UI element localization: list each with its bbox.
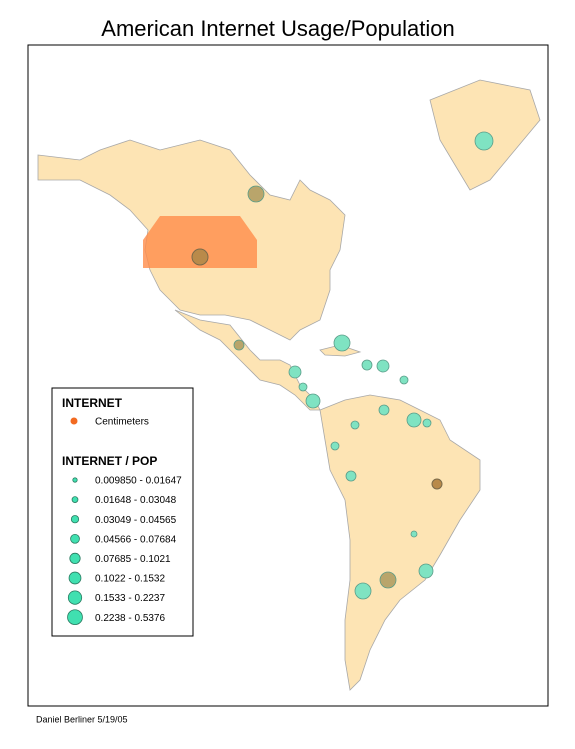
legend-swatch (71, 496, 79, 503)
symbol (354, 582, 372, 600)
symbol (191, 248, 209, 266)
legend-label: 0.03049 - 0.04565 (95, 515, 177, 526)
legend-label: 0.01648 - 0.03048 (95, 495, 177, 506)
legend-label: 0.1022 - 0.1532 (95, 574, 165, 585)
symbol (350, 420, 360, 430)
legend-label: 0.1533 - 0.2237 (95, 593, 165, 604)
highlight-region (143, 216, 257, 268)
symbol (406, 412, 422, 428)
legend-swatch (70, 533, 80, 544)
symbol (333, 334, 351, 352)
symbol (330, 441, 340, 451)
map-symbols (191, 131, 494, 600)
symbol (474, 131, 494, 151)
symbol (410, 530, 418, 538)
legend-swatch (69, 552, 81, 565)
symbol (422, 418, 432, 428)
legend-label: 0.07685 - 0.1021 (95, 554, 171, 565)
symbol (247, 185, 265, 203)
symbol (305, 393, 321, 409)
symbol (361, 359, 373, 371)
legend-label: 0.009850 - 0.01647 (95, 476, 182, 487)
title: American Internet Usage/Population (101, 16, 454, 41)
legend: INTERNET Centimeters INTERNET / POP 0.00… (51, 387, 194, 637)
symbol (399, 375, 409, 385)
symbol (379, 571, 397, 589)
symbol (233, 339, 245, 351)
legend-swatch (68, 571, 82, 585)
legend-swatch (72, 477, 78, 483)
south-america (319, 394, 481, 691)
symbol (298, 382, 308, 392)
symbol (418, 563, 434, 579)
legend-swatch (70, 417, 78, 425)
legend-heading: INTERNET (62, 396, 123, 410)
legend-classes: 0.009850 - 0.01647 0.01648 - 0.03048 0.030… (67, 476, 182, 626)
footer: Daniel Berliner 5/19/05 (36, 714, 128, 724)
symbol (431, 478, 443, 490)
legend-swatch (70, 515, 80, 524)
legend-swatch (67, 590, 83, 605)
symbol (376, 359, 390, 373)
symbol (345, 470, 357, 482)
legend-swatch (67, 609, 83, 626)
legend-label: Centimeters (95, 417, 149, 428)
symbol (288, 365, 302, 379)
symbol (378, 404, 390, 416)
legend-heading: INTERNET / POP (62, 454, 157, 468)
legend-label: 0.2238 - 0.5376 (95, 613, 165, 624)
legend-label: 0.04566 - 0.07684 (95, 534, 177, 545)
